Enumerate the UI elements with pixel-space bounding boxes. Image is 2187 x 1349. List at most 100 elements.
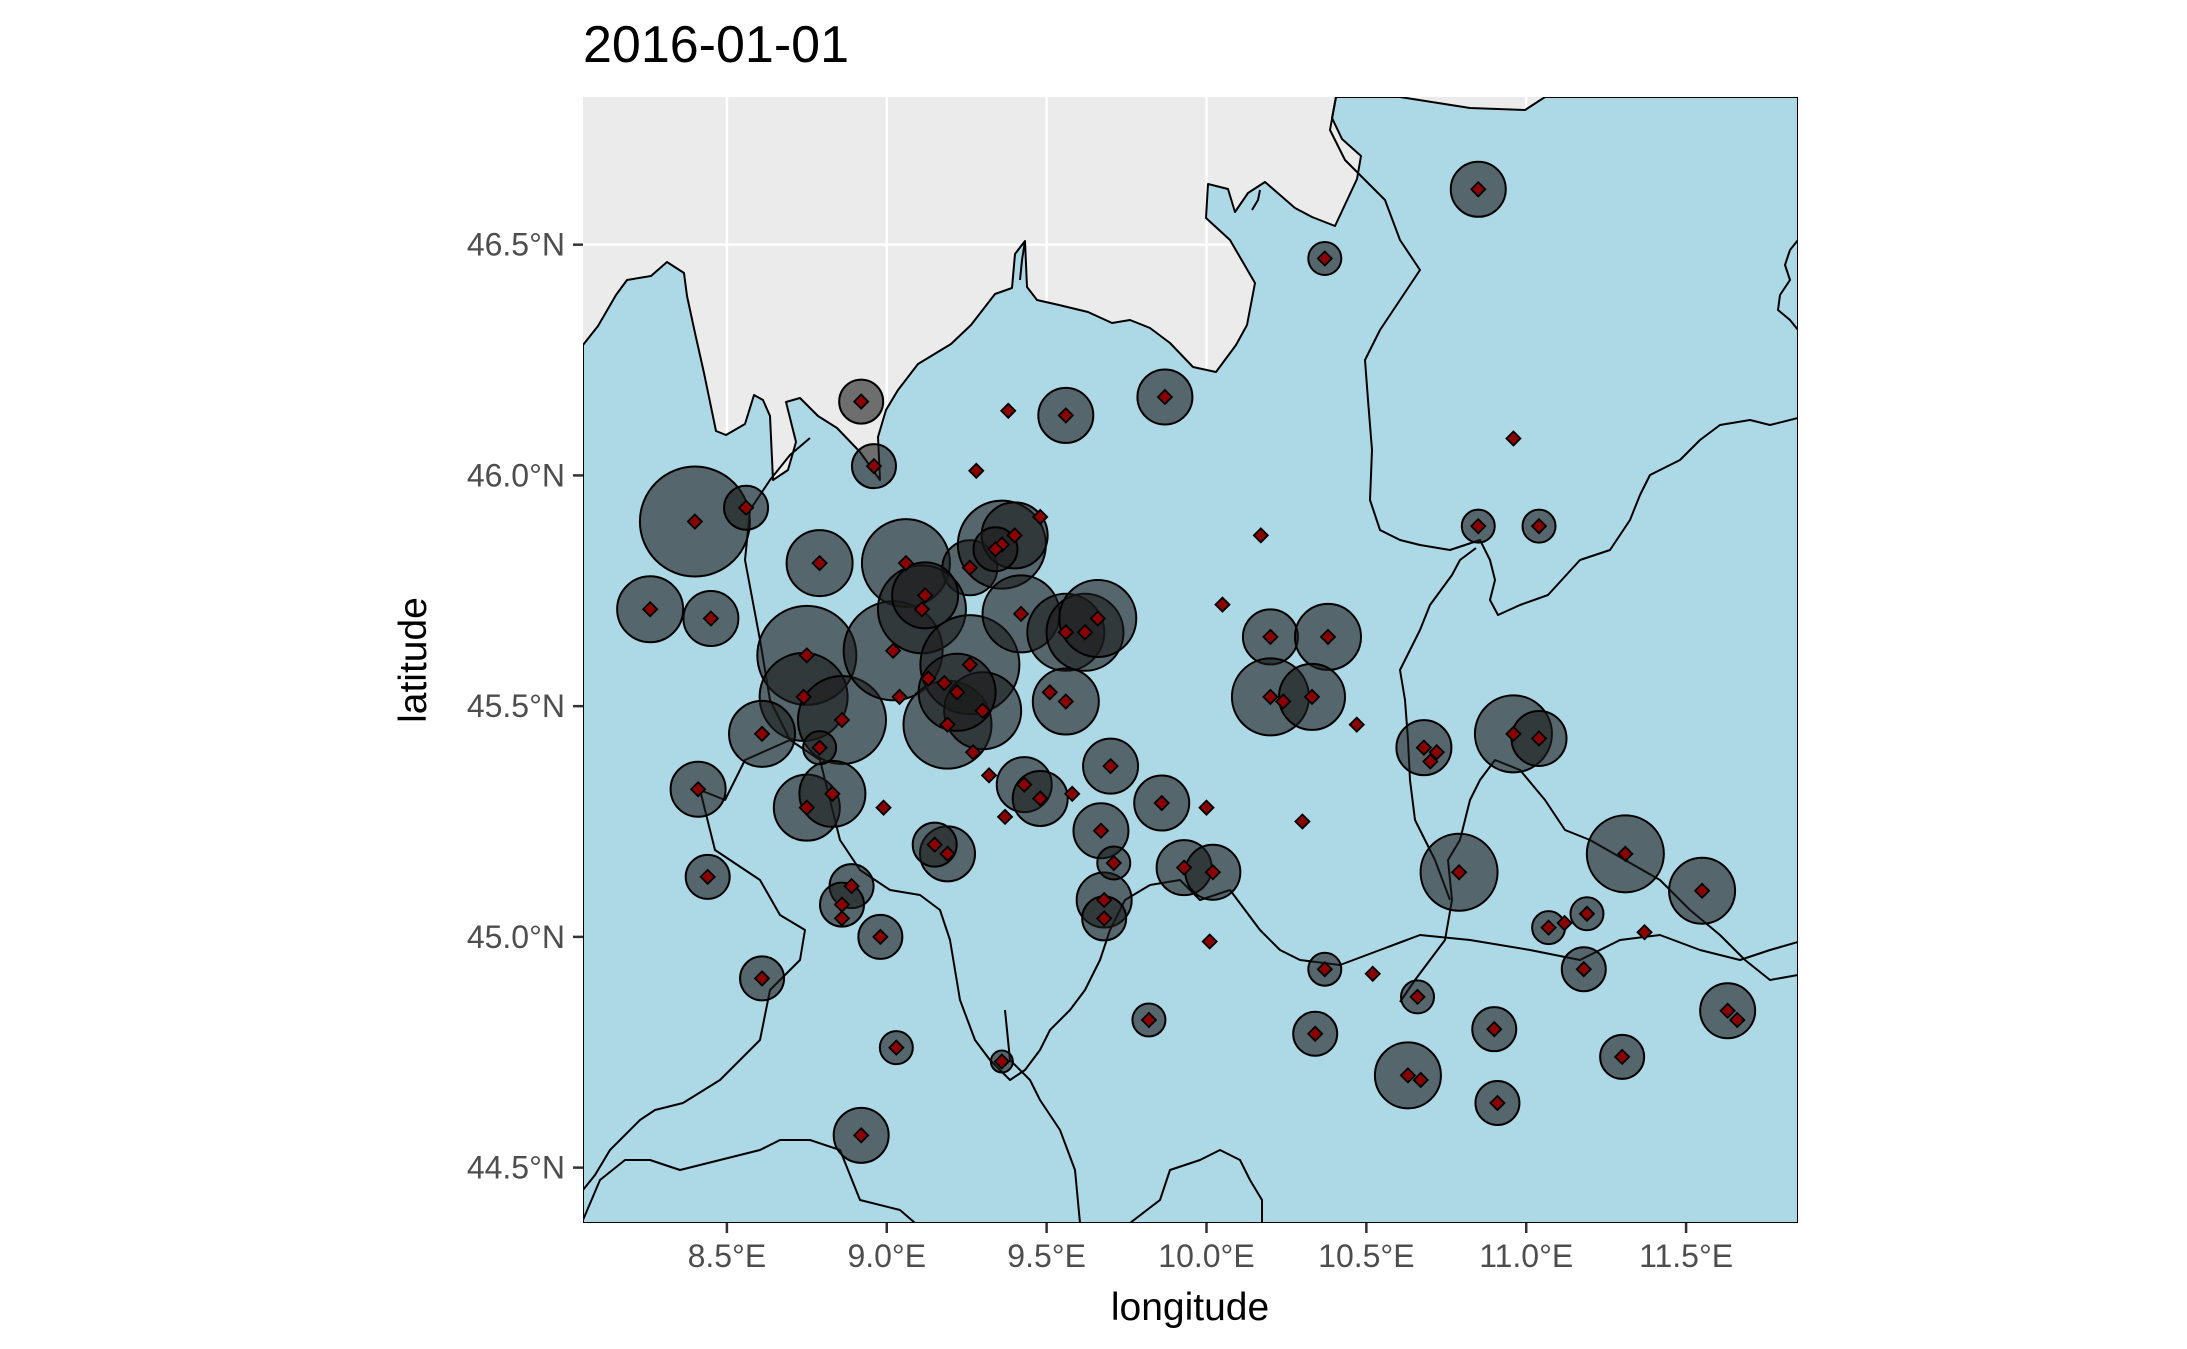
station-marker bbox=[852, 393, 870, 410]
station-marker bbox=[948, 684, 966, 701]
station-marker bbox=[1728, 1011, 1746, 1029]
station-marker bbox=[1105, 854, 1123, 872]
station-marker bbox=[737, 499, 755, 516]
station-marker bbox=[964, 744, 982, 761]
station-marker bbox=[852, 1127, 870, 1144]
station-marker bbox=[641, 600, 659, 618]
station-marker bbox=[884, 642, 902, 660]
x-tick-label: 9.5°E bbox=[1007, 1238, 1086, 1274]
station-marker bbox=[1613, 1048, 1631, 1066]
station-marker bbox=[1294, 813, 1311, 830]
station-marker bbox=[891, 688, 908, 706]
station-marker bbox=[939, 845, 956, 863]
station-marker bbox=[1089, 610, 1107, 627]
station-marker bbox=[865, 457, 883, 475]
x-axis-title: longitude bbox=[1111, 1286, 1269, 1329]
station-marker bbox=[811, 739, 828, 756]
station-marker bbox=[1489, 1094, 1506, 1112]
station-marker bbox=[1198, 799, 1215, 816]
station-marker bbox=[1041, 684, 1059, 701]
station-marker bbox=[1252, 527, 1270, 544]
station-marker bbox=[1316, 960, 1334, 978]
station-marker bbox=[702, 610, 720, 627]
station-marker bbox=[1140, 1011, 1158, 1029]
y-axis: 44.5°N 45.0°N 45.5°N 46.0°N 46.5°N bbox=[467, 227, 583, 1186]
station-marker bbox=[1063, 785, 1081, 803]
x-tick-label: 10.5°E bbox=[1318, 1238, 1414, 1274]
station-marker bbox=[811, 554, 828, 572]
y-tick-label: 46.0°N bbox=[467, 457, 565, 493]
station-marker bbox=[1399, 1067, 1417, 1084]
station-marker bbox=[1092, 822, 1110, 840]
station-marker bbox=[843, 877, 860, 895]
station-marker bbox=[1015, 776, 1033, 793]
station-marker bbox=[1450, 864, 1468, 881]
station-marker bbox=[920, 670, 937, 687]
station-marker bbox=[1540, 919, 1557, 936]
station-marker bbox=[961, 656, 979, 673]
station-marker bbox=[1505, 725, 1522, 743]
station-marker bbox=[1102, 757, 1119, 775]
station-marker bbox=[872, 928, 889, 946]
x-axis: 8.5°E 9.0°E 9.5°E 10.0°E 10.5°E 11.0°E 11.5°E bbox=[688, 1223, 1733, 1274]
station-marker bbox=[1201, 933, 1218, 950]
station-marker bbox=[1469, 517, 1487, 535]
station-marker bbox=[1348, 716, 1366, 733]
station-marker bbox=[936, 674, 953, 692]
x-tick-label: 10.0°E bbox=[1158, 1238, 1254, 1274]
station-marker bbox=[1530, 730, 1548, 747]
station-marker bbox=[1076, 624, 1094, 641]
station-marker bbox=[1095, 910, 1113, 927]
y-axis-title: latitude bbox=[392, 597, 435, 723]
station-marker bbox=[833, 711, 851, 729]
station-marker bbox=[1204, 864, 1222, 881]
station-marker bbox=[1693, 882, 1711, 900]
x-tick-label: 11.5°E bbox=[1639, 1238, 1733, 1274]
station-marker bbox=[993, 1053, 1011, 1070]
station-marker bbox=[974, 702, 991, 720]
station-marker bbox=[1214, 596, 1231, 613]
station-marker bbox=[689, 780, 707, 798]
y-tick-label: 45.0°N bbox=[467, 919, 565, 955]
station-marker bbox=[1575, 960, 1593, 978]
station-marker bbox=[875, 799, 892, 816]
station-marker bbox=[987, 540, 1004, 558]
map-title: 2016-01-01 bbox=[583, 16, 849, 74]
station-marker bbox=[1006, 527, 1023, 544]
station-marker bbox=[753, 970, 771, 987]
station-marker bbox=[833, 910, 851, 927]
station-marker bbox=[1306, 1025, 1324, 1043]
station-marker bbox=[888, 1039, 905, 1056]
station-marker bbox=[999, 402, 1017, 420]
station-marker bbox=[1057, 624, 1075, 641]
station-marker bbox=[1057, 693, 1075, 710]
station-marker bbox=[1364, 965, 1382, 983]
station-marker bbox=[753, 725, 771, 743]
station-marker bbox=[1636, 923, 1653, 941]
station-marker bbox=[1485, 1020, 1503, 1038]
station-marker bbox=[1505, 430, 1522, 447]
station-marker bbox=[913, 600, 931, 618]
station-marker bbox=[1095, 891, 1113, 909]
station-marker bbox=[1262, 628, 1279, 646]
station-marker bbox=[1578, 905, 1596, 923]
station-marker bbox=[1153, 794, 1170, 812]
station-marker bbox=[1156, 388, 1174, 406]
station-marker bbox=[1469, 181, 1487, 198]
station-marker bbox=[1031, 790, 1049, 807]
station-marker bbox=[795, 688, 812, 706]
station-marker bbox=[1274, 693, 1292, 710]
station-marker bbox=[1031, 508, 1049, 526]
station-marker bbox=[1303, 688, 1321, 706]
station-marker bbox=[1719, 1002, 1736, 1019]
station-marker bbox=[926, 836, 943, 853]
station-marker bbox=[1012, 605, 1030, 623]
station-marker bbox=[1530, 517, 1548, 535]
x-tick-label: 8.5°E bbox=[688, 1238, 767, 1274]
x-tick-label: 11.0°E bbox=[1479, 1238, 1573, 1274]
station-marker bbox=[1262, 688, 1279, 706]
station-marker bbox=[1412, 1071, 1429, 1089]
y-tick-label: 46.5°N bbox=[467, 227, 565, 263]
station-marker bbox=[686, 513, 704, 530]
